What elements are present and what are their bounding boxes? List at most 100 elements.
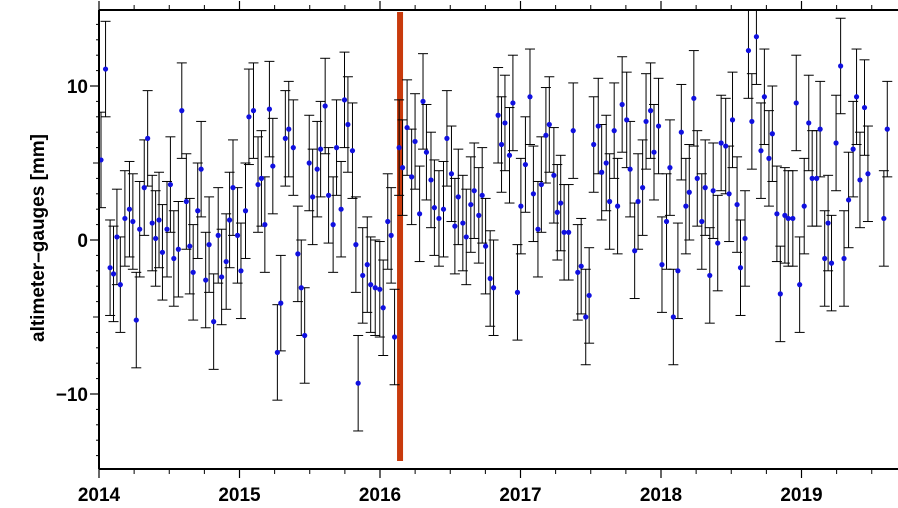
- data-point: [683, 203, 689, 209]
- x-tick-label: 2019: [780, 485, 822, 506]
- data-point: [274, 349, 280, 356]
- data-point: [599, 169, 605, 175]
- data-point: [234, 232, 241, 238]
- data-point: [766, 155, 772, 161]
- data-point: [761, 94, 767, 100]
- data-point: [310, 194, 316, 200]
- data-point: [153, 235, 159, 242]
- data-point: [102, 66, 109, 72]
- data-point: [149, 220, 155, 226]
- data-point: [298, 285, 304, 291]
- data-point: [483, 243, 489, 249]
- event-marker-bar: [397, 12, 404, 461]
- data-point: [510, 100, 516, 106]
- data-point: [377, 286, 383, 292]
- data-point: [632, 248, 638, 254]
- data-point: [530, 191, 536, 197]
- data-point: [282, 135, 288, 141]
- data-point: [729, 117, 736, 123]
- data-point: [190, 269, 196, 275]
- data-point: [861, 104, 868, 111]
- data-point: [330, 222, 336, 228]
- data-point: [420, 98, 426, 104]
- data-point: [399, 165, 406, 171]
- data-point: [583, 314, 589, 320]
- data-point: [270, 163, 276, 169]
- data-point: [535, 226, 541, 232]
- data-point: [546, 121, 552, 128]
- x-tick-label: 2016: [359, 485, 401, 506]
- data-point: [603, 160, 609, 166]
- data-point: [396, 145, 402, 151]
- data-point: [409, 174, 415, 180]
- data-point: [412, 138, 418, 145]
- data-point: [286, 126, 292, 132]
- data-point: [828, 260, 835, 266]
- data-point: [825, 220, 831, 226]
- data-point: [278, 300, 284, 306]
- data-point: [785, 215, 791, 222]
- data-point: [246, 114, 252, 120]
- data-point: [198, 166, 204, 172]
- data-point: [314, 166, 320, 172]
- data-point: [490, 285, 497, 291]
- data-point: [141, 185, 147, 191]
- data-point: [495, 112, 501, 118]
- data-point: [156, 217, 162, 223]
- y-tick-label: 0: [77, 231, 88, 252]
- data-point: [341, 97, 348, 103]
- data-point: [211, 319, 217, 325]
- vertical-marker-layer: [397, 12, 404, 461]
- data-point: [607, 198, 613, 205]
- data-point: [853, 94, 860, 100]
- data-point: [122, 215, 128, 222]
- data-point: [640, 185, 646, 191]
- data-point: [145, 135, 151, 141]
- data-point: [230, 185, 236, 191]
- data-point: [502, 120, 508, 126]
- data-point: [806, 120, 812, 126]
- data-point: [527, 94, 533, 100]
- data-point: [591, 141, 597, 148]
- data-point: [670, 314, 676, 320]
- data-point: [814, 175, 820, 181]
- data-point: [809, 175, 815, 181]
- data-point: [206, 242, 212, 248]
- data-point: [219, 274, 225, 280]
- data-point: [440, 206, 447, 212]
- data-point: [566, 229, 572, 235]
- data-point: [137, 226, 143, 232]
- data-point: [133, 317, 139, 323]
- data-point: [183, 198, 189, 205]
- data-point: [110, 271, 117, 277]
- data-point: [554, 209, 560, 215]
- data-point: [250, 108, 257, 114]
- data-point: [506, 152, 513, 158]
- data-point: [578, 263, 584, 269]
- data-point: [423, 149, 430, 155]
- data-point: [302, 332, 308, 339]
- data-point: [884, 126, 890, 132]
- data-point: [468, 201, 474, 208]
- data-point: [881, 215, 887, 222]
- data-point: [372, 285, 378, 291]
- data-point: [702, 185, 708, 191]
- data-point: [266, 106, 273, 112]
- error-bar: [751, 10, 762, 85]
- data-point: [575, 269, 581, 275]
- data-point: [551, 172, 557, 178]
- data-point: [471, 188, 477, 194]
- data-point: [290, 145, 296, 151]
- data-point: [686, 189, 692, 195]
- data-point: [715, 240, 721, 246]
- data-point: [242, 208, 249, 214]
- data-point: [479, 192, 485, 198]
- data-point: [758, 148, 764, 154]
- x-tick-label: 2014: [78, 485, 121, 506]
- data-point: [368, 282, 374, 288]
- data-point: [262, 222, 268, 228]
- data-point: [753, 34, 760, 40]
- data-point: [651, 149, 657, 155]
- data-point: [333, 145, 340, 151]
- data-point: [487, 275, 493, 282]
